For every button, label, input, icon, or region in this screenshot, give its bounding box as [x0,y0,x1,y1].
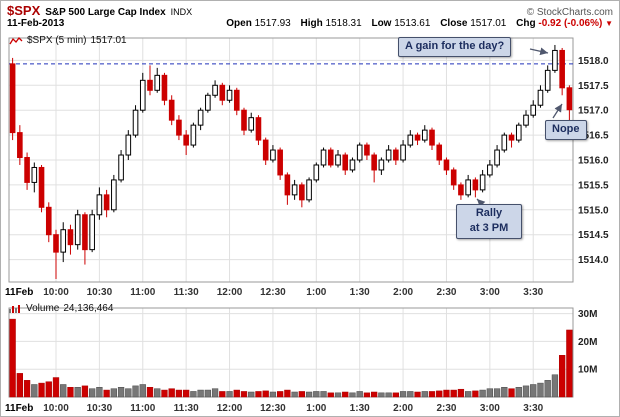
volume-legend-value: 24,136,464 [63,303,114,314]
svg-text:11:00: 11:00 [130,287,155,298]
svg-text:10:30: 10:30 [87,287,113,298]
svg-text:1516.0: 1516.0 [578,156,609,167]
volume-chart-svg: 10M 20M 30M 11Feb 10:00 10:30 11:00 11:30 12:00 1… [5,307,597,414]
svg-text:1:00: 1:00 [306,287,326,298]
close-label: Close [440,18,468,29]
svg-text:30M: 30M [578,309,597,320]
open-value: 1517.93 [254,18,291,29]
svg-text:3:30: 3:30 [523,287,543,298]
svg-text:3:30: 3:30 [523,403,543,414]
svg-text:11:30: 11:30 [174,287,199,298]
svg-text:11Feb: 11Feb [5,287,33,298]
price-pane: 1514.0 1514.5 1515.0 1515.5 1516.0 1516.5 1517… [1,32,619,302]
svg-text:1:00: 1:00 [306,403,326,414]
annotation-rally-3pm: Rally at 3 PM [456,204,522,239]
svg-text:1515.0: 1515.0 [578,205,609,216]
line-squiggle-icon [9,36,23,44]
volume-pane: 10M 20M 30M 11Feb 10:00 10:30 11:00 11:30 12:00 1… [1,302,619,416]
svg-text:1517.0: 1517.0 [578,106,609,117]
annotation-nope: Nope [545,120,587,140]
low-label: Low [371,18,392,29]
low-value: 1513.61 [394,18,431,29]
svg-text:2:30: 2:30 [436,287,456,298]
svg-text:3:00: 3:00 [480,287,500,298]
high-value: 1518.31 [325,18,362,29]
volume-legend-label: Volume [26,303,60,314]
symbol-exchange: INDX [170,7,193,17]
svg-text:1518.0: 1518.0 [578,56,609,67]
svg-text:3:00: 3:00 [480,403,500,414]
price-legend-value: 1517.01 [90,35,127,46]
volume-bars-icon [9,304,20,313]
svg-text:10:30: 10:30 [87,403,113,414]
chg-value: -0.92 (-0.06%) [538,18,603,29]
annotation-rally-line1: Rally [475,207,503,219]
annotation-rally-line2: at 3 PM [469,222,509,234]
svg-text:1:30: 1:30 [350,287,370,298]
annotation-gain-for-day: A gain for the day? [398,37,512,57]
ohlc-quote: Open 1517.93 High 1518.31 Low 1513.61 Cl… [219,18,613,29]
svg-text:11:00: 11:00 [130,403,155,414]
high-label: High [300,18,323,29]
candlestick-chart-svg: 1514.0 1514.5 1515.0 1515.5 1516.0 1516.5 1517… [5,37,609,298]
svg-text:1516.5: 1516.5 [578,131,609,142]
symbol-ticker: $SPX [7,3,41,18]
chart-header: $SPX S&P 500 Large Cap Index INDX © Stoc… [1,1,619,32]
svg-text:2:00: 2:00 [393,403,413,414]
svg-text:10:00: 10:00 [43,403,69,414]
svg-text:12:30: 12:30 [260,403,286,414]
price-legend: $SPX (5 min) 1517.01 [9,35,127,46]
svg-text:10M: 10M [578,365,597,376]
volume-legend: Volume 24,136,464 [9,303,113,314]
svg-text:20M: 20M [578,337,597,348]
open-label: Open [226,18,252,29]
svg-text:11Feb: 11Feb [5,403,33,414]
svg-text:12:00: 12:00 [217,287,243,298]
svg-text:1:30: 1:30 [350,403,370,414]
svg-text:2:30: 2:30 [436,403,456,414]
svg-text:11:30: 11:30 [174,403,199,414]
svg-text:1514.0: 1514.0 [578,255,609,266]
chg-label: Chg [516,18,536,29]
price-legend-label: $SPX (5 min) [27,35,87,46]
svg-text:10:00: 10:00 [43,287,69,298]
svg-text:1517.5: 1517.5 [578,81,609,92]
svg-text:1515.5: 1515.5 [578,180,609,191]
stockcharts-credit: © StockCharts.com [526,7,613,18]
chg-down-arrow-icon: ▼ [605,19,613,28]
chart-date: 11-Feb-2013 [7,18,65,29]
svg-text:12:30: 12:30 [260,287,286,298]
svg-text:2:00: 2:00 [393,287,413,298]
symbol-name: S&P 500 Large Cap Index [45,7,166,18]
svg-text:12:00: 12:00 [217,403,243,414]
close-value: 1517.01 [470,18,507,29]
svg-text:1514.5: 1514.5 [578,230,609,241]
